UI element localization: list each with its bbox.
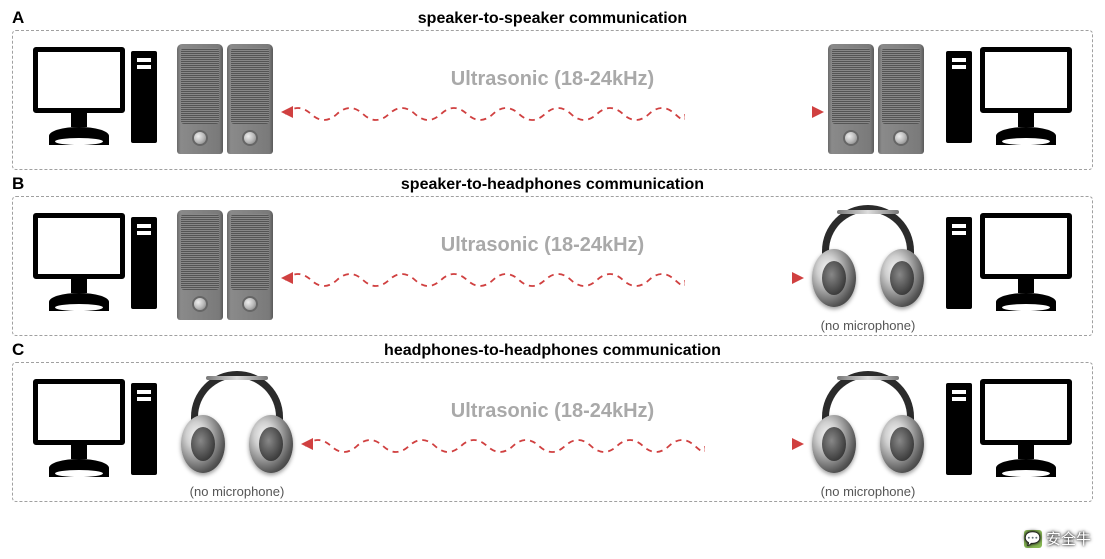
- arrow-left-icon: [275, 106, 293, 118]
- panel-c: C headphones-to-headphones communication…: [12, 340, 1093, 502]
- computer-icon: [33, 377, 163, 487]
- speakers-icon: [828, 40, 928, 160]
- panel-title: headphones-to-headphones communication: [12, 342, 1093, 360]
- computer-icon: [942, 45, 1072, 155]
- speakers-icon: [177, 40, 277, 160]
- arrow-left-icon: [275, 272, 293, 284]
- computer-icon: [942, 211, 1072, 321]
- panel-box: (no microphone) Ultrasonic (18-24kHz) (n…: [12, 362, 1093, 502]
- panel-header: C headphones-to-headphones communication: [12, 340, 1093, 360]
- ultrasonic-link: Ultrasonic (18-24kHz): [277, 206, 808, 326]
- ultrasonic-label: Ultrasonic (18-24kHz): [277, 234, 808, 257]
- headphones-icon: (no microphone): [808, 201, 928, 331]
- watermark-text: 安全牛: [1046, 528, 1091, 549]
- panel-box: Ultrasonic (18-24kHz): [12, 30, 1093, 170]
- wave-icon: [285, 270, 685, 290]
- ultrasonic-label: Ultrasonic (18-24kHz): [277, 68, 828, 91]
- panel-box: Ultrasonic (18-24kHz) (no microphone): [12, 196, 1093, 336]
- wave-icon: [285, 104, 685, 124]
- ultrasonic-link: Ultrasonic (18-24kHz): [277, 40, 828, 160]
- headphones-icon: (no microphone): [808, 367, 928, 497]
- watermark-icon: 💬: [1024, 530, 1042, 548]
- panel-header: B speaker-to-headphones communication: [12, 174, 1093, 194]
- headphones-icon: (no microphone): [177, 367, 297, 497]
- watermark: 💬 安全牛: [1024, 528, 1091, 549]
- speakers-icon: [177, 206, 277, 326]
- no-microphone-note: (no microphone): [808, 484, 928, 499]
- no-microphone-note: (no microphone): [177, 484, 297, 499]
- computer-icon: [33, 211, 163, 321]
- wave-icon: [305, 436, 705, 456]
- no-microphone-note: (no microphone): [808, 318, 928, 333]
- computer-icon: [942, 377, 1072, 487]
- panel-title: speaker-to-speaker communication: [12, 10, 1093, 28]
- panel-a: A speaker-to-speaker communication Ultra…: [12, 8, 1093, 170]
- computer-icon: [33, 45, 163, 155]
- panel-header: A speaker-to-speaker communication: [12, 8, 1093, 28]
- panel-title: speaker-to-headphones communication: [12, 176, 1093, 194]
- ultrasonic-link: Ultrasonic (18-24kHz): [297, 372, 808, 492]
- panel-b: B speaker-to-headphones communication Ul…: [12, 174, 1093, 336]
- ultrasonic-label: Ultrasonic (18-24kHz): [297, 400, 808, 423]
- arrow-left-icon: [295, 438, 313, 450]
